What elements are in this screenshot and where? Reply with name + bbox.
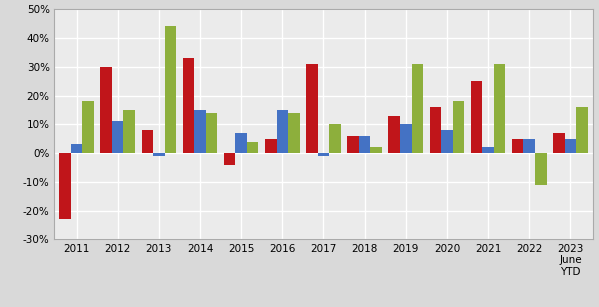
Bar <box>183 58 194 153</box>
Bar <box>306 64 317 153</box>
Bar <box>235 133 247 153</box>
Bar <box>482 147 494 153</box>
Bar <box>59 153 71 219</box>
Bar <box>141 130 153 153</box>
Bar <box>347 136 359 153</box>
Bar <box>453 101 464 153</box>
Bar <box>512 139 524 153</box>
Bar <box>123 110 135 153</box>
Bar <box>112 122 123 153</box>
Bar <box>317 153 329 156</box>
Bar <box>494 64 506 153</box>
Bar <box>82 101 94 153</box>
Bar <box>400 124 412 153</box>
Bar <box>277 110 288 153</box>
Bar <box>576 107 588 153</box>
Bar <box>288 113 300 153</box>
Bar <box>524 139 535 153</box>
Bar <box>370 147 382 153</box>
Bar <box>329 124 341 153</box>
Bar <box>553 133 565 153</box>
Bar <box>359 136 370 153</box>
Bar <box>471 81 482 153</box>
Bar <box>565 139 576 153</box>
Bar <box>412 64 423 153</box>
Bar <box>153 153 165 156</box>
Bar <box>535 153 546 185</box>
Bar <box>165 26 176 153</box>
Bar <box>247 142 258 153</box>
Bar <box>101 67 112 153</box>
Bar <box>71 145 82 153</box>
Bar <box>194 110 206 153</box>
Bar <box>429 107 441 153</box>
Bar <box>265 139 277 153</box>
Bar <box>224 153 235 165</box>
Bar <box>389 116 400 153</box>
Bar <box>441 130 453 153</box>
Bar <box>206 113 217 153</box>
